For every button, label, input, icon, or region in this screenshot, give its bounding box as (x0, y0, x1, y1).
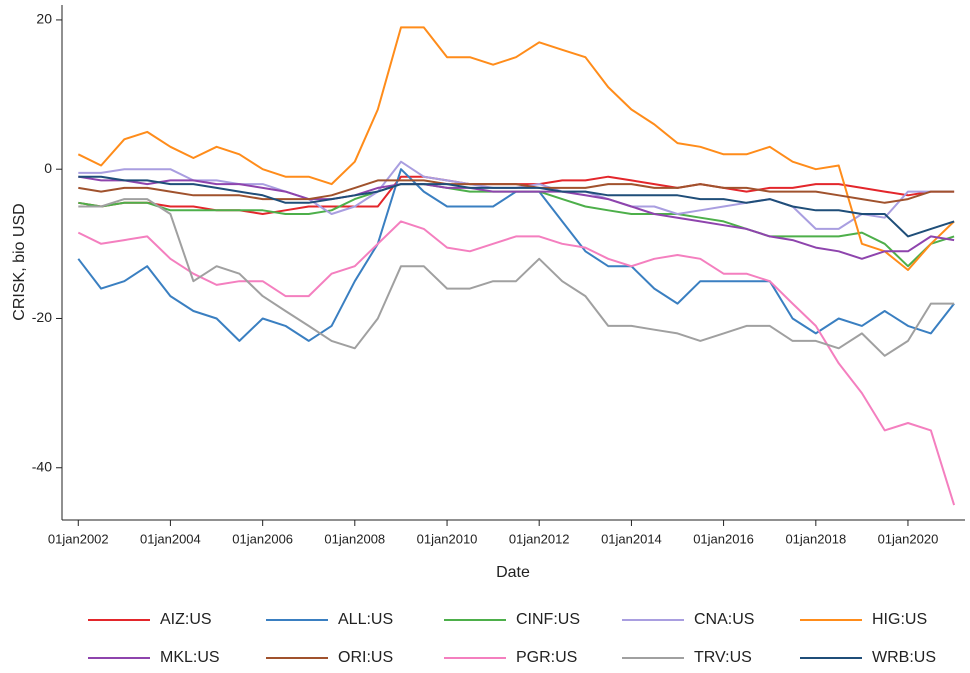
x-tick-label: 01jan2016 (693, 531, 754, 546)
series-line (77, 26, 955, 271)
y-tick-label: -20 (32, 309, 52, 325)
x-tick-label: 01jan2004 (140, 531, 201, 546)
x-tick-label: 01jan2010 (417, 531, 478, 546)
legend-label: ORI:US (338, 649, 393, 666)
legend-label: WRB:US (872, 649, 936, 666)
legend-label: CNA:US (694, 611, 754, 628)
series-line (78, 198, 955, 357)
y-tick-label: -40 (32, 458, 52, 474)
x-tick-label: 01jan2020 (878, 531, 939, 546)
y-axis-title: CRISK, bio USD (11, 203, 28, 320)
series-line (78, 183, 955, 268)
legend-label: MKL:US (160, 649, 220, 666)
legend-label: TRV:US (694, 649, 752, 666)
x-axis-title: Date (496, 564, 530, 581)
legend-label: ALL:US (338, 611, 393, 628)
y-tick-label: 0 (44, 160, 52, 176)
x-tick-label: 01jan2018 (785, 531, 846, 546)
legend-label: AIZ:US (160, 611, 212, 628)
legend-label: PGR:US (516, 649, 577, 666)
series-line (78, 175, 955, 238)
x-tick-label: 01jan2008 (324, 531, 385, 546)
x-tick-label: 01jan2012 (509, 531, 570, 546)
legend-label: CINF:US (516, 611, 580, 628)
series-line (78, 179, 955, 204)
x-tick-label: 01jan2014 (601, 531, 662, 546)
x-tick-label: 01jan2006 (232, 531, 293, 546)
series-line (78, 175, 955, 260)
x-tick-label: 01jan2002 (48, 531, 109, 546)
series-line (77, 220, 956, 506)
legend-label: HIG:US (872, 611, 927, 628)
y-tick-label: 20 (36, 11, 52, 27)
